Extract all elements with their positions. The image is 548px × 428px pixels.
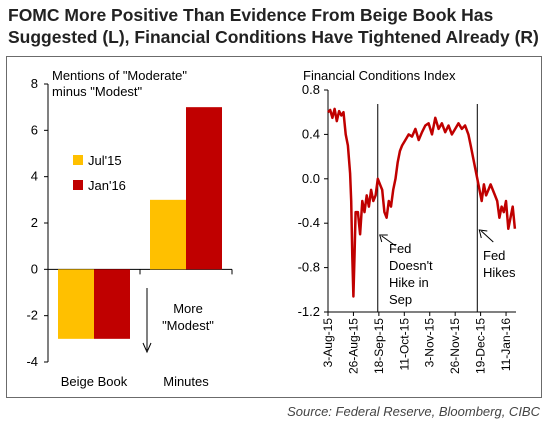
source-note: Source: Federal Reserve, Bloomberg, CIBC [287, 404, 540, 419]
legend-label: Jan'16 [88, 178, 126, 193]
legend-swatch [73, 155, 83, 165]
bar [186, 107, 222, 270]
more-modest-annotation: "Modest" [162, 318, 214, 333]
left-chart-title: Mentions of "Moderate" [52, 68, 187, 83]
fed-sep-annotation: Doesn't [389, 258, 433, 273]
fed-sep-arrowhead [379, 234, 388, 243]
left-y-tick-label: -2 [26, 308, 38, 323]
right-y-tick-label: 0.0 [302, 171, 320, 186]
fed-hikes-arrowhead [478, 229, 488, 239]
right-x-tick-label: 11-Oct-15 [397, 318, 411, 371]
left-y-tick-label: 6 [31, 122, 38, 137]
right-x-tick-label: 3-Aug-15 [321, 318, 335, 368]
left-y-tick-label: 4 [31, 169, 38, 184]
bar [58, 269, 94, 339]
right-y-tick-label: -0.8 [298, 260, 320, 275]
left-y-tick-label: 8 [31, 76, 38, 91]
right-y-tick-label: -1.2 [298, 304, 320, 319]
more-modest-arrowhead [142, 342, 152, 354]
chart-headline: FOMC More Positive Than Evidence From Be… [8, 5, 539, 47]
right-x-tick-label: 26-Nov-15 [448, 318, 462, 374]
left-y-tick-label: -4 [26, 354, 38, 369]
fed-hikes-annotation: Hikes [483, 265, 516, 280]
legend-swatch [73, 180, 83, 190]
fed-sep-annotation: Fed [389, 241, 411, 256]
fci-series-line [327, 107, 517, 298]
right-x-tick-label: 19-Dec-15 [474, 318, 488, 374]
right-y-tick-label: -0.4 [298, 215, 320, 230]
left-x-tick-label: Beige Book [61, 374, 128, 389]
right-chart-title: Financial Conditions Index [303, 68, 456, 83]
fed-sep-arrow [381, 235, 397, 247]
fed-sep-annotation: Sep [389, 292, 412, 307]
left-chart-title: minus "Modest" [52, 84, 143, 99]
right-x-tick-label: 18-Sep-15 [372, 318, 386, 374]
right-x-tick-label: 3-Nov-15 [423, 318, 437, 368]
fed-sep-annotation: Hike in [389, 275, 429, 290]
right-x-tick-label: 11-Jan-16 [499, 318, 513, 371]
more-modest-annotation: More [173, 301, 203, 316]
right-y-tick-label: 0.8 [302, 82, 320, 97]
left-y-tick-label: 2 [31, 215, 38, 230]
right-x-tick-label: 26-Aug-15 [346, 318, 360, 374]
fed-hikes-arrow [480, 230, 494, 243]
fed-hikes-annotation: Fed [483, 248, 505, 263]
legend-label: Jul'15 [88, 153, 122, 168]
right-y-tick-label: 0.4 [302, 126, 320, 141]
chart-frame [6, 56, 542, 398]
left-y-tick-label: 0 [31, 261, 38, 276]
bar [94, 269, 130, 339]
left-x-tick-label: Minutes [163, 374, 209, 389]
bar [150, 199, 186, 270]
